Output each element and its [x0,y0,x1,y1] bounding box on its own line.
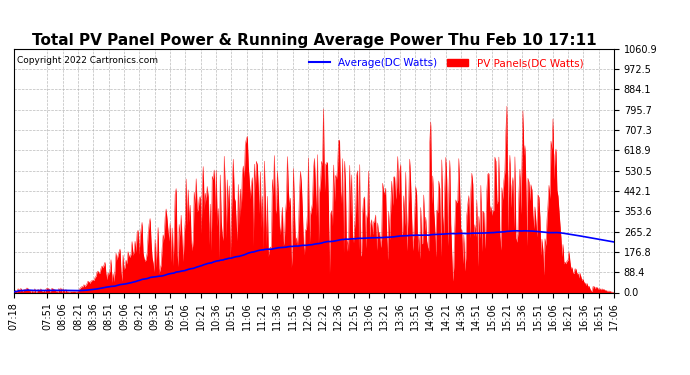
Title: Total PV Panel Power & Running Average Power Thu Feb 10 17:11: Total PV Panel Power & Running Average P… [32,33,596,48]
Legend: Average(DC Watts), PV Panels(DC Watts): Average(DC Watts), PV Panels(DC Watts) [304,54,587,72]
Text: Copyright 2022 Cartronics.com: Copyright 2022 Cartronics.com [17,56,158,65]
